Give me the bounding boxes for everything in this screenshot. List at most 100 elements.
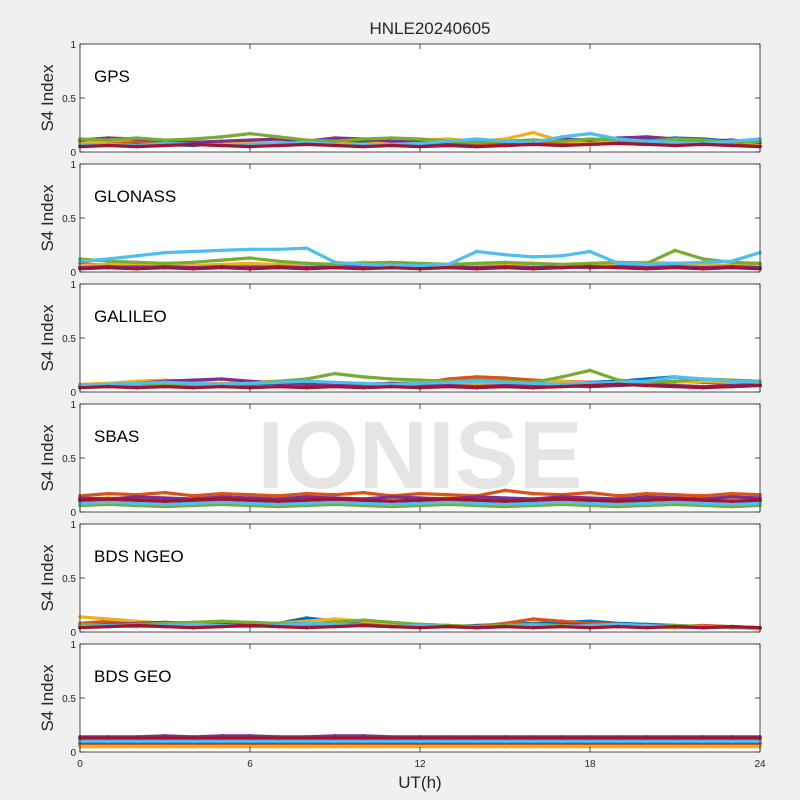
data-point [304,261,309,266]
data-point [588,249,592,254]
data-point [304,501,309,506]
data-point [134,267,139,271]
y-axis-label: S4 Index [38,304,57,372]
data-point [531,381,536,386]
panel-galileo: 0 0.5 1 S4 Index GALILEO [38,280,762,399]
data-point [333,497,337,501]
data-point [333,265,337,270]
panel-sbas: 0 0.5 1 S4 Index SBAS [38,400,762,519]
y-tick-label: 0 [70,148,76,159]
data-point [106,736,111,740]
data-point [559,139,564,143]
data-point [333,260,337,265]
series-2 [78,488,762,498]
series-3 [78,744,762,749]
data-point [559,262,564,267]
data-point [361,137,366,141]
panel-glonass: 0 0.5 1 S4 Index GLONASS [38,160,762,279]
data-point [701,142,706,147]
data-point [163,496,167,500]
data-point [446,143,451,148]
y-axis-label: S4 Index [38,544,57,612]
data-point [248,131,252,136]
data-point [474,385,479,390]
data-point [673,500,677,505]
series-6 [78,739,762,743]
data-point [163,502,167,507]
panel-gps: 0 0.5 1 S4 Index GPS [38,40,762,159]
data-point [503,139,507,143]
data-point [729,384,734,389]
data-point [531,261,536,266]
data-point [248,381,252,386]
data-point [248,247,252,252]
data-point [418,141,422,146]
data-point [163,384,167,389]
data-point [191,625,196,630]
data-point [333,624,337,629]
data-point [276,494,281,498]
data-point [276,265,281,270]
data-point [134,385,139,390]
data-point [248,492,252,497]
y-axis-label: S4 Index [38,184,57,252]
data-point [276,259,281,264]
data-point [616,141,621,146]
data-point [729,259,734,264]
data-point [616,624,621,629]
data-point [333,139,337,143]
data-point [701,736,706,740]
data-point [163,138,167,142]
data-point [559,736,564,740]
data-point [163,265,167,270]
data-point [389,620,394,625]
data-point [219,143,224,148]
data-point [248,736,252,740]
data-point [559,375,564,379]
data-point [531,625,536,630]
data-point [616,744,621,749]
data-point [134,144,139,149]
y-tick-label: 0.5 [62,214,76,225]
data-point [729,143,734,148]
data-point [701,257,706,261]
data-point [531,744,536,749]
data-point [163,261,167,266]
data-point [474,379,479,384]
data-point [729,139,734,143]
data-point [248,623,252,628]
data-point [503,252,507,257]
data-point [503,736,507,740]
series-6 [78,246,762,268]
data-point [531,255,536,259]
data-point [389,495,394,499]
data-point [673,744,677,749]
data-point [644,744,649,749]
data-point [588,368,592,373]
data-point [333,136,337,140]
data-point [106,257,111,261]
data-point [503,496,507,500]
data-point [248,501,252,506]
data-point [304,267,309,271]
data-point [304,744,309,749]
plot-area [80,284,760,392]
data-point [418,491,422,496]
y-tick-label: 0.5 [62,574,76,585]
data-point [191,267,196,271]
data-point [701,498,706,502]
data-point [134,254,139,258]
data-point [248,256,252,260]
data-point [106,384,111,389]
data-point [191,378,196,382]
data-point [588,501,592,506]
data-point [219,744,224,749]
data-point [106,617,111,621]
data-point [219,739,224,743]
data-point [418,263,422,268]
data-point [418,498,422,502]
data-point [333,371,337,376]
data-point [276,744,281,749]
data-point [588,736,592,740]
data-point [588,137,592,141]
